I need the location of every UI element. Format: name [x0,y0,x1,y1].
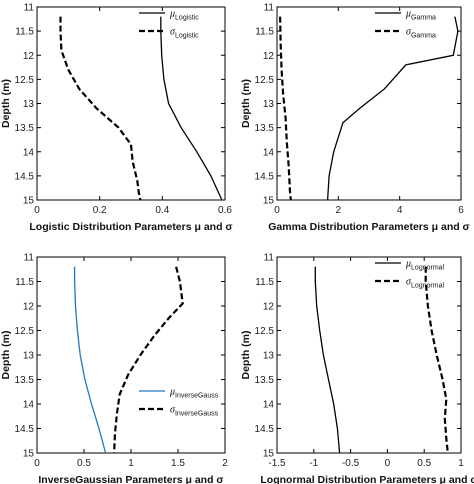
y-tick-label: 12 [263,51,275,62]
x-tick-label: 0 [34,458,40,469]
y-tick-label: 13 [23,99,35,110]
x-tick-label: 6 [458,205,464,216]
x-axis-label: Gamma Distribution Parameters μ and σ [268,221,470,233]
y-tick-label: 11 [24,3,35,14]
x-tick-label: 2 [336,205,342,216]
legend-entry: σGamma [406,27,436,40]
y-tick-label: 13.5 [255,123,275,134]
x-tick-label: 0.6 [218,205,232,216]
chart-panel-3: 0 0.5 1 1.5 21111.51212.51313.51414.515Inver… [0,253,228,484]
y-tick-label: 12.5 [15,326,35,337]
y-tick-label: 12 [263,302,275,313]
chart-panel-4: -1.5 -1 -0.5 0 0.5 11111.51212.51313.51414.51… [240,253,474,484]
y-tick-label: 11 [264,3,275,14]
x-axis-label: Lognormal Distribution Parameters μ and … [260,474,474,484]
y-tick-label: 15 [23,449,35,460]
series-line-lognormal-sigma [424,266,449,454]
x-tick-label: -0.5 [342,458,360,469]
y-tick-label: 11.5 [255,277,274,288]
y-tick-label: 11.5 [15,27,34,38]
legend-entry: σInverseGauss [170,405,219,418]
y-axis-label: Depth (m) [0,79,12,128]
y-tick-label: 15 [263,196,275,207]
legend: μLogistic σLogistic [139,9,199,40]
y-tick-label: 13.5 [15,375,35,386]
y-tick-label: 11.5 [15,277,34,288]
legend: μGamma σGamma [375,9,436,40]
y-tick-label: 15 [23,196,35,207]
x-tick-label: 0 [385,458,391,469]
legend-entry: μInverseGauss [169,387,219,400]
x-tick-label: 2 [222,458,228,469]
legend-entry: σLognormal [406,277,444,290]
x-tick-label: -1 [309,458,318,469]
y-tick-label: 11.5 [255,27,274,38]
y-tick-label: 12.5 [255,326,275,337]
y-tick-label: 12.5 [15,75,35,86]
x-tick-label: 0.2 [93,205,107,216]
legend-entry: μGamma [405,9,436,22]
series-line-inversegauss-sigma [113,266,184,454]
series-line-inversegauss-mu [73,266,107,454]
series-line-gamma-sigma [279,16,292,201]
x-tick-label: 1.5 [171,458,185,469]
x-tick-label: 4 [397,205,403,216]
y-tick-label: 14.5 [15,424,35,435]
x-tick-label: 0.5 [77,458,91,469]
y-tick-label: 12.5 [255,75,275,86]
plot-area-frame [36,256,226,454]
y-axis-label: Depth (m) [0,331,12,380]
y-tick-label: 11 [264,253,275,264]
legend: μLognormal σLognormal [375,259,445,290]
y-tick-label: 14 [263,400,275,411]
y-tick-label: 14.5 [255,171,275,182]
series-line-logistic-mu [160,16,223,201]
legend-entry: σLogistic [170,27,199,40]
legend: μInverseGauss σInverseGauss [139,387,219,418]
chart-panel-1: 0 0.2 0.4 0.6 11 11.5 12 12.5 13 13.5 14 14.5 15 Logi… [0,3,233,234]
x-tick-label: 1 [128,458,134,469]
x-axis-label: Logistic Distribution Parameters μ and σ [29,221,232,233]
x-tick-label: 0 [34,205,40,216]
y-axis-label: Depth (m) [240,331,252,380]
y-tick-label: 13 [263,351,275,362]
x-tick-label: -1.5 [268,458,286,469]
y-tick-label: 13 [263,99,275,110]
y-axis-label: Depth (m) [240,79,252,128]
x-tick-label: 0 [274,205,280,216]
y-tick-label: 12 [23,302,35,313]
series-line-logistic-sigma [59,16,142,201]
y-tick-label: 14 [263,147,275,158]
y-tick-label: 13 [23,351,35,362]
y-tick-label: 14.5 [15,171,35,182]
x-tick-label: 0.5 [417,458,431,469]
chart-panel-2: 0 2 4 6 11 11.5 12 12.5 13 13.5 14 14.5 15 Gamma Dist… [240,3,470,234]
y-tick-label: 11 [24,253,35,264]
y-tick-label: 14 [23,400,35,411]
y-tick-label: 13.5 [255,375,275,386]
series-line-gamma-mu [326,16,459,201]
legend-entry: μLognormal [405,259,445,272]
x-tick-label: 0.4 [155,205,169,216]
y-tick-label: 15 [263,449,275,460]
legend-entry: μLogistic [169,9,199,22]
y-tick-label: 14.5 [255,424,275,435]
y-tick-label: 12 [23,51,35,62]
series-line-lognormal-mu [314,266,341,454]
x-axis-label: InverseGaussian Parameters μ and σ [38,474,223,484]
y-tick-label: 14 [23,147,35,158]
x-tick-label: 1 [458,458,464,469]
y-tick-label: 13.5 [15,123,35,134]
